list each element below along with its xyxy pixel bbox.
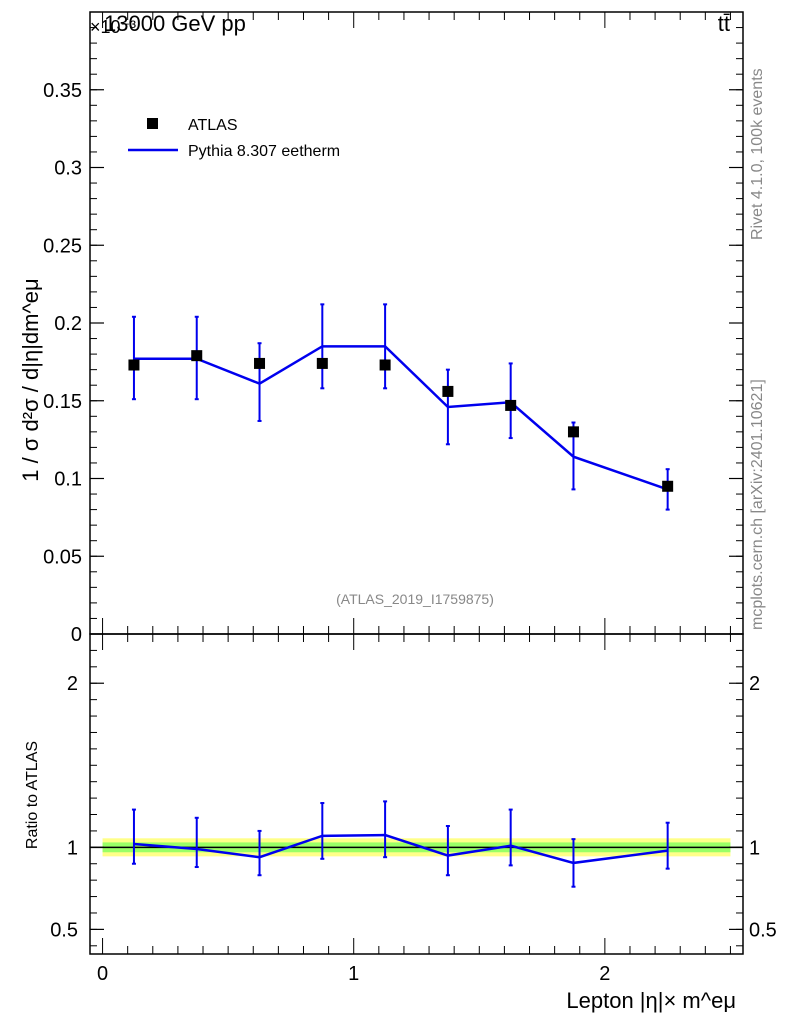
main-ytick-label: 0.05: [43, 546, 82, 568]
main-axes: 0 0.05 0.1 0.15 0.2 0.25 0.3 0.35: [43, 11, 743, 646]
mc-series-line: [133, 345, 669, 491]
x-tick-label: 0: [97, 963, 108, 985]
main-ytick-label: 0.35: [43, 80, 82, 102]
data-point: [316, 357, 328, 369]
x-axis-label: Lepton |η|× m^eμ: [566, 988, 736, 1013]
data-point: [379, 359, 391, 371]
data-point: [254, 357, 266, 369]
exponent-label: ×10⁻³: [90, 17, 136, 37]
ratio-marks: [131, 800, 670, 888]
process-label: tt̄: [718, 11, 730, 36]
rivet-label: Rivet 4.1.0, 100k events: [749, 68, 766, 240]
data-point: [191, 350, 203, 362]
main-marks: [128, 303, 674, 511]
main-ytick-label: 0.25: [43, 235, 82, 257]
ratio-ytick-label: 1: [67, 837, 78, 859]
data-point: [662, 480, 674, 492]
data-point: [128, 359, 140, 371]
ratio-ytick-label: 2: [67, 673, 78, 695]
data-point: [567, 426, 579, 438]
legend: ATLAS Pythia 8.307 eetherm: [128, 117, 340, 160]
data-point: [442, 385, 454, 397]
main-frame: [89, 11, 744, 635]
main-ylabel: 1 / σ d²σ / d|η|dm^eμ: [18, 278, 43, 481]
main-ytick-label: 0.2: [54, 313, 82, 335]
legend-data-marker: [147, 118, 158, 129]
ratio-ytick-label-right: 0.5: [749, 919, 777, 941]
legend-mc-label: Pythia 8.307 eetherm: [188, 143, 340, 160]
analysis-watermark: (ATLAS_2019_I1759875): [336, 591, 494, 607]
x-tick-label: 1: [348, 963, 359, 985]
ratio-ylabel: Ratio to ATLAS: [24, 741, 41, 849]
main-ytick-label: 0.15: [43, 391, 82, 413]
ratio-ytick-label-right: 1: [749, 837, 760, 859]
main-ytick-label: 0: [71, 624, 82, 646]
data-point: [505, 399, 517, 411]
main-ytick-label: 0.1: [54, 469, 82, 491]
ratio-ytick-label: 0.5: [50, 919, 78, 941]
ratio-frame: [89, 633, 744, 955]
legend-data-label: ATLAS: [188, 117, 238, 134]
ratio-ytick-label-right: 2: [749, 673, 760, 695]
x-tick-label: 2: [599, 963, 610, 985]
main-ytick-label: 0.3: [54, 158, 82, 180]
mcplots-label: mcplots.cern.ch [arXiv:2401.10621]: [749, 379, 766, 630]
ratio-axes: 0 1 2 0.5 0.5 1 1 2 2: [50, 633, 777, 985]
